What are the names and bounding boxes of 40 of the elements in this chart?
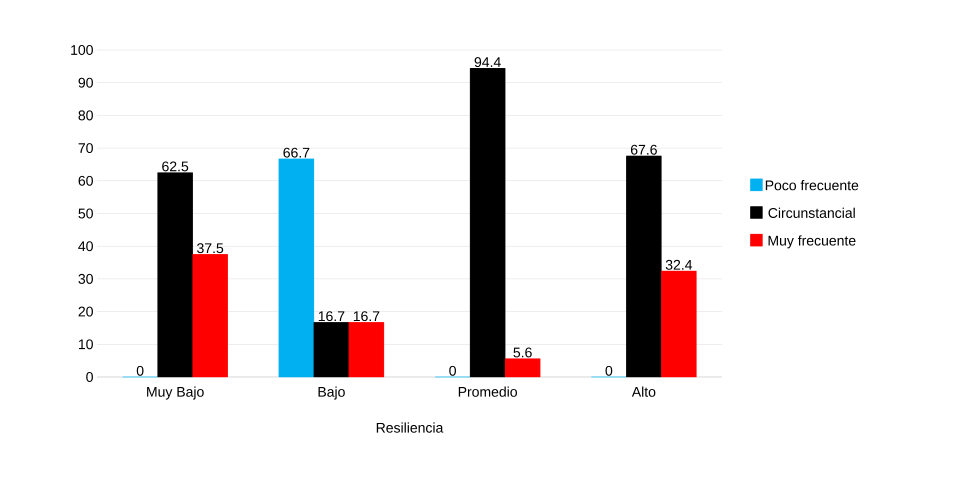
legend-label: Muy frecuente	[768, 235, 856, 248]
data-label: 66.7	[283, 148, 310, 158]
data-label: 5.6	[513, 348, 532, 358]
bar	[314, 322, 350, 378]
x-tick-label: Muy Bajo	[147, 386, 204, 400]
data-label: 37.5	[197, 243, 224, 254]
data-label: 67.6	[630, 144, 657, 155]
x-axis-title: Resiliencia	[376, 422, 444, 433]
bar	[661, 270, 697, 378]
y-tick-label: 90	[78, 78, 93, 88]
data-label: 16.7	[354, 311, 380, 322]
x-tick-label: Promedio	[458, 386, 517, 397]
x-tick-label: Alto	[632, 386, 656, 397]
y-tick-label: 100	[71, 45, 93, 55]
bar	[626, 156, 662, 378]
data-label: 16.7	[318, 311, 344, 322]
y-tick-label: 40	[78, 241, 93, 252]
bar	[470, 68, 506, 378]
y-tick-label: 60	[78, 176, 93, 186]
data-label: 0	[606, 366, 612, 376]
y-tick-label: 30	[78, 274, 93, 284]
y-tick-label: 10	[78, 339, 93, 350]
bar	[348, 322, 384, 378]
data-label: 62.5	[162, 161, 188, 172]
bar	[157, 172, 193, 378]
y-tick-label: 0	[86, 372, 93, 382]
bar	[192, 254, 228, 378]
bar	[278, 158, 314, 378]
legend-label: Circunstancial	[768, 208, 855, 218]
y-tick-label: 70	[78, 143, 93, 154]
data-label: 32.4	[666, 260, 692, 270]
bar	[504, 358, 540, 378]
data-label: 94.4	[474, 57, 501, 68]
x-tick-label: Bajo	[318, 386, 345, 400]
y-tick-label: 20	[78, 306, 93, 317]
data-label: 0	[449, 366, 456, 376]
y-tick-label: 50	[78, 208, 93, 218]
y-tick-label: 80	[78, 110, 93, 120]
data-label: 0	[136, 366, 144, 376]
legend-label: Poco frecuente	[766, 180, 858, 190]
